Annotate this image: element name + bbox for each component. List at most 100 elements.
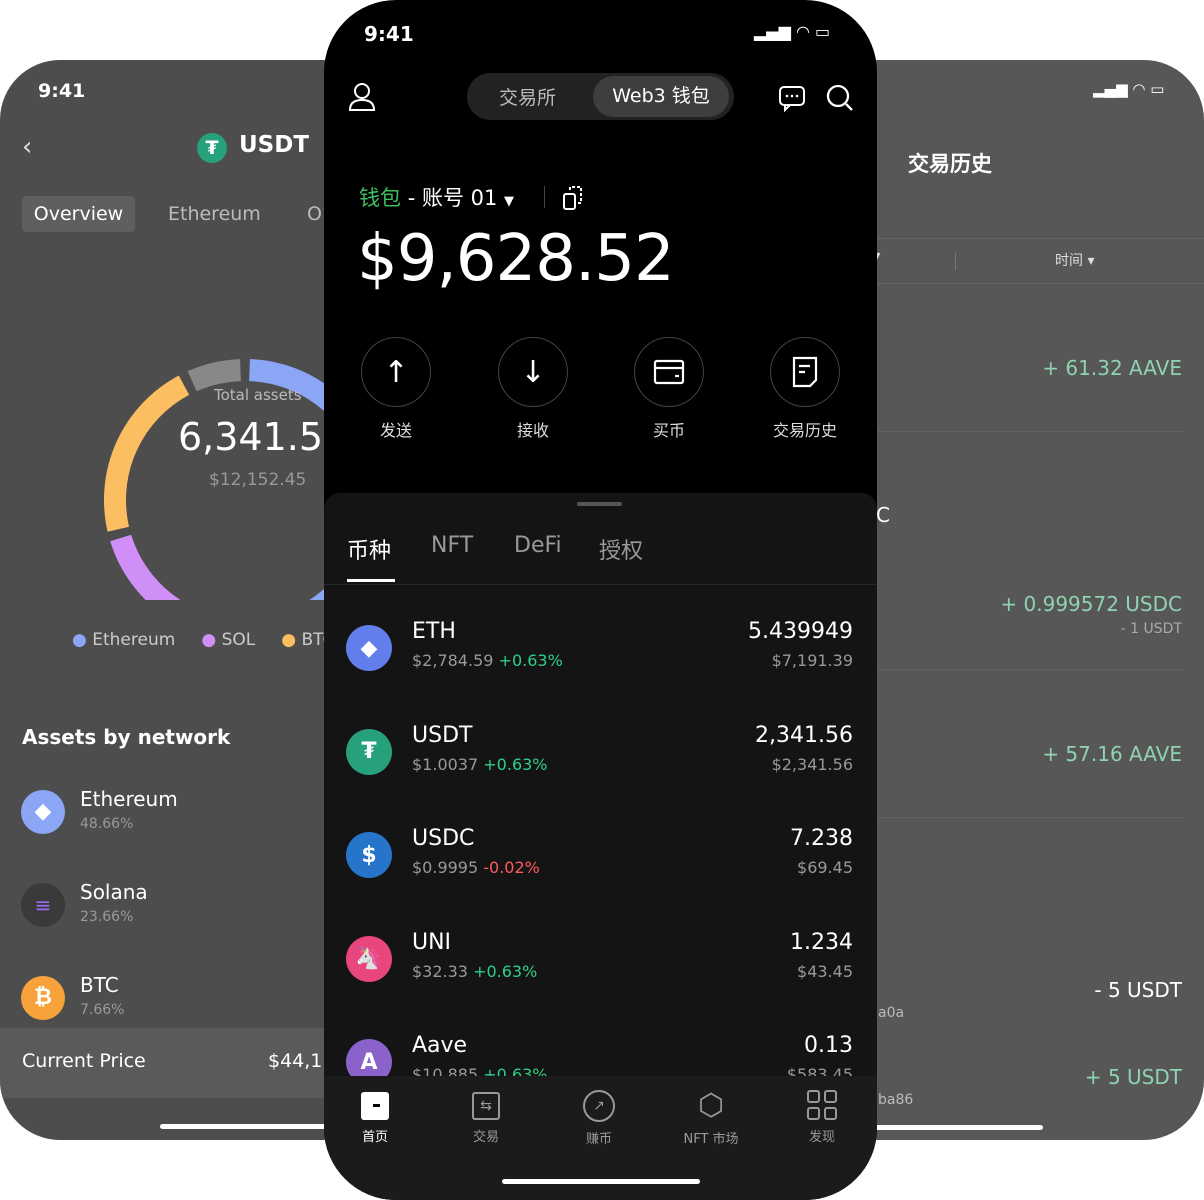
tx-address: a0a [878, 1005, 905, 1021]
swap-icon: ⇆ [472, 1092, 500, 1120]
token-amount: 0.13 [804, 1033, 853, 1058]
ethereum-icon: ◆ [21, 790, 65, 834]
home-indicator [160, 1124, 340, 1129]
current-price-label: Current Price [22, 1050, 146, 1072]
legend-sol: ● SOL [201, 630, 256, 650]
token-amount: 1.234 [790, 929, 853, 955]
center-phone-wallet: 9:41 ▂▄▆ ◠ ▭ 交易所 Web3 钱包 钱包 - 账号 01 ▼ $9… [324, 0, 877, 1200]
status-icons: ▂▄▆ ◠ ▭ [1093, 80, 1165, 98]
tx-amount: + 5 USDT [1084, 1065, 1182, 1089]
user-icon[interactable] [348, 82, 376, 112]
donut-segment-other [187, 359, 242, 392]
tx-amount: - 5 USDT [1094, 978, 1182, 1002]
receive-label: 接收 [516, 421, 550, 440]
tx-amount: + 61.32 AAVE [1042, 356, 1182, 380]
bottom-nav: 首页 ⇆ 交易 ↗ 赚币 ⬡ NFT 市场 发现 [324, 1076, 877, 1200]
divider [955, 252, 956, 270]
token-row[interactable]: $ USDC $0.9995 -0.02% 7.238 $69.45 [324, 826, 877, 892]
history-button[interactable] [770, 337, 840, 407]
status-time: 9:41 [364, 22, 414, 46]
eth-icon: ◆ [346, 625, 392, 671]
divider [870, 817, 1184, 818]
nav-trade[interactable]: ⇆ 交易 [441, 1092, 531, 1145]
tab-defi[interactable]: DeFi [514, 533, 562, 558]
token-symbol: Aave [412, 1033, 468, 1058]
tab-overview[interactable]: Overview [22, 196, 135, 232]
total-assets-usd: $12,152.45 [209, 470, 307, 490]
usdt-icon: ₮ [346, 728, 392, 775]
tx-sub-amount: - 1 USDT [1120, 621, 1182, 637]
status-icons: ▂▄▆ ◠ ▭ [754, 22, 831, 41]
nav-discover[interactable]: 发现 [777, 1090, 867, 1145]
donut-legend: ● Ethereum ● SOL ● BTC [72, 630, 334, 650]
network-pct: 23.66% [80, 909, 134, 925]
arrow-up-icon: ↑ [383, 354, 409, 390]
nav-home[interactable]: 首页 [330, 1092, 420, 1145]
card-icon [653, 359, 685, 385]
document-icon [792, 356, 818, 388]
token-amount: 5.439949 [748, 619, 853, 644]
receive-button[interactable]: ↓ [498, 337, 568, 407]
tab-nft[interactable]: NFT [431, 533, 474, 558]
token-price: $32.33 +0.63% [412, 961, 538, 981]
switch-account-icon[interactable] [562, 185, 584, 211]
tab-other[interactable]: O [307, 203, 322, 225]
home-indicator [502, 1179, 700, 1184]
token-symbol: UNI [412, 929, 452, 955]
arrow-down-icon: ↓ [520, 354, 546, 390]
token-amount: 7.238 [790, 826, 853, 851]
tab-tokens[interactable]: 币种 [347, 539, 392, 564]
section-title: Assets by network [22, 725, 231, 749]
network-name: Ethereum [80, 787, 178, 811]
nav-earn[interactable]: ↗ 赚币 [554, 1090, 644, 1147]
token-value: $2,341.56 [771, 754, 853, 774]
token-value: $69.45 [797, 858, 853, 877]
token-row[interactable]: ₮ USDT $1.0037 +0.63% 2,341.56 $2,341.56 [324, 723, 877, 789]
total-assets-amount: 6,341.56 [178, 415, 348, 459]
nav-nft-market[interactable]: ⬡ NFT 市场 [666, 1090, 756, 1148]
total-balance: $9,628.52 [357, 222, 675, 296]
divider [870, 431, 1184, 432]
back-chevron-icon[interactable]: ‹ [22, 132, 33, 162]
time-filter[interactable]: 时间 ▾ [1055, 253, 1095, 269]
divider [544, 186, 545, 208]
account-selector[interactable]: 钱包 - 账号 01 ▼ [359, 186, 515, 210]
segment-web3-wallet[interactable]: Web3 钱包 [593, 76, 729, 117]
legend-ethereum: ● Ethereum [72, 630, 176, 650]
tab-ethereum[interactable]: Ethereum [168, 203, 261, 225]
send-label: 发送 [379, 421, 413, 440]
token-amount: 2,341.56 [755, 722, 853, 748]
token-row[interactable]: 🦄 UNI $32.33 +0.63% 1.234 $43.45 [324, 930, 877, 996]
active-tab-underline [347, 579, 395, 582]
divider [324, 584, 877, 585]
tx-left-fragment: C [876, 503, 890, 527]
send-button[interactable]: ↑ [361, 337, 431, 407]
network-pct: 48.66% [80, 816, 134, 832]
network-name: BTC [80, 973, 119, 997]
buy-button[interactable] [634, 337, 704, 407]
grid-icon [807, 1090, 837, 1120]
buy-label: 买币 [652, 421, 686, 440]
token-value: $7,191.39 [771, 651, 853, 670]
donut-segment-btc [104, 375, 190, 532]
network-pct: 7.66% [80, 1002, 125, 1018]
home-indicator [870, 1125, 1043, 1130]
usdc-icon: $ [346, 832, 392, 878]
btc-icon: ₿ [21, 976, 65, 1020]
donut-segment-sol [110, 534, 181, 600]
tab-approvals[interactable]: 授权 [599, 539, 644, 564]
tx-amount: + 57.16 AAVE [1042, 742, 1182, 766]
uni-icon: 🦄 [346, 935, 392, 982]
segment-exchange[interactable]: 交易所 [499, 87, 557, 109]
token-symbol: ETH [412, 619, 456, 644]
history-title: 交易历史 [908, 152, 992, 176]
total-assets-label: Total assets [214, 386, 302, 404]
home-icon [361, 1092, 389, 1120]
history-label: 交易历史 [772, 421, 838, 440]
token-row[interactable]: ◆ ETH $2,784.59 +0.63% 5.439949 $7,191.3… [324, 619, 877, 685]
search-icon[interactable] [825, 83, 855, 113]
mode-switch: 交易所 Web3 钱包 [467, 73, 734, 120]
solana-icon: ≡ [21, 883, 65, 927]
drag-handle[interactable] [577, 502, 622, 506]
chat-icon[interactable] [778, 84, 806, 112]
